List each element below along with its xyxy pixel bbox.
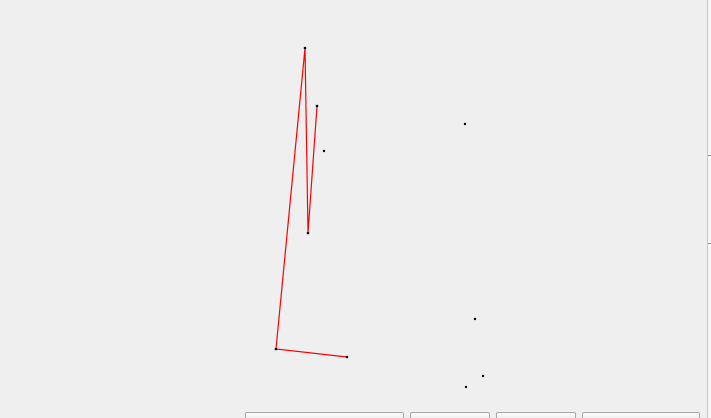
- free-points: [322, 122, 485, 389]
- toolbar-button-2[interactable]: [410, 412, 490, 418]
- right-margin: [708, 0, 711, 418]
- ruler-tick: [708, 155, 711, 156]
- free-point[interactable]: [463, 122, 467, 126]
- toolbar-button-4[interactable]: [582, 412, 700, 418]
- path-point[interactable]: [315, 104, 319, 108]
- path-point[interactable]: [274, 347, 278, 351]
- path-point[interactable]: [303, 46, 307, 50]
- toolbar-button-1[interactable]: [245, 412, 404, 418]
- path-point[interactable]: [306, 231, 310, 235]
- ruler-tick: [708, 243, 711, 244]
- path-polyline: [275, 47, 348, 358]
- path-point[interactable]: [345, 355, 349, 359]
- free-point[interactable]: [473, 317, 477, 321]
- toolbar-button-3[interactable]: [496, 412, 576, 418]
- right-divider: [707, 0, 708, 418]
- free-point[interactable]: [464, 385, 468, 389]
- free-point[interactable]: [322, 149, 326, 153]
- path-points: [274, 46, 349, 359]
- free-point[interactable]: [481, 374, 485, 378]
